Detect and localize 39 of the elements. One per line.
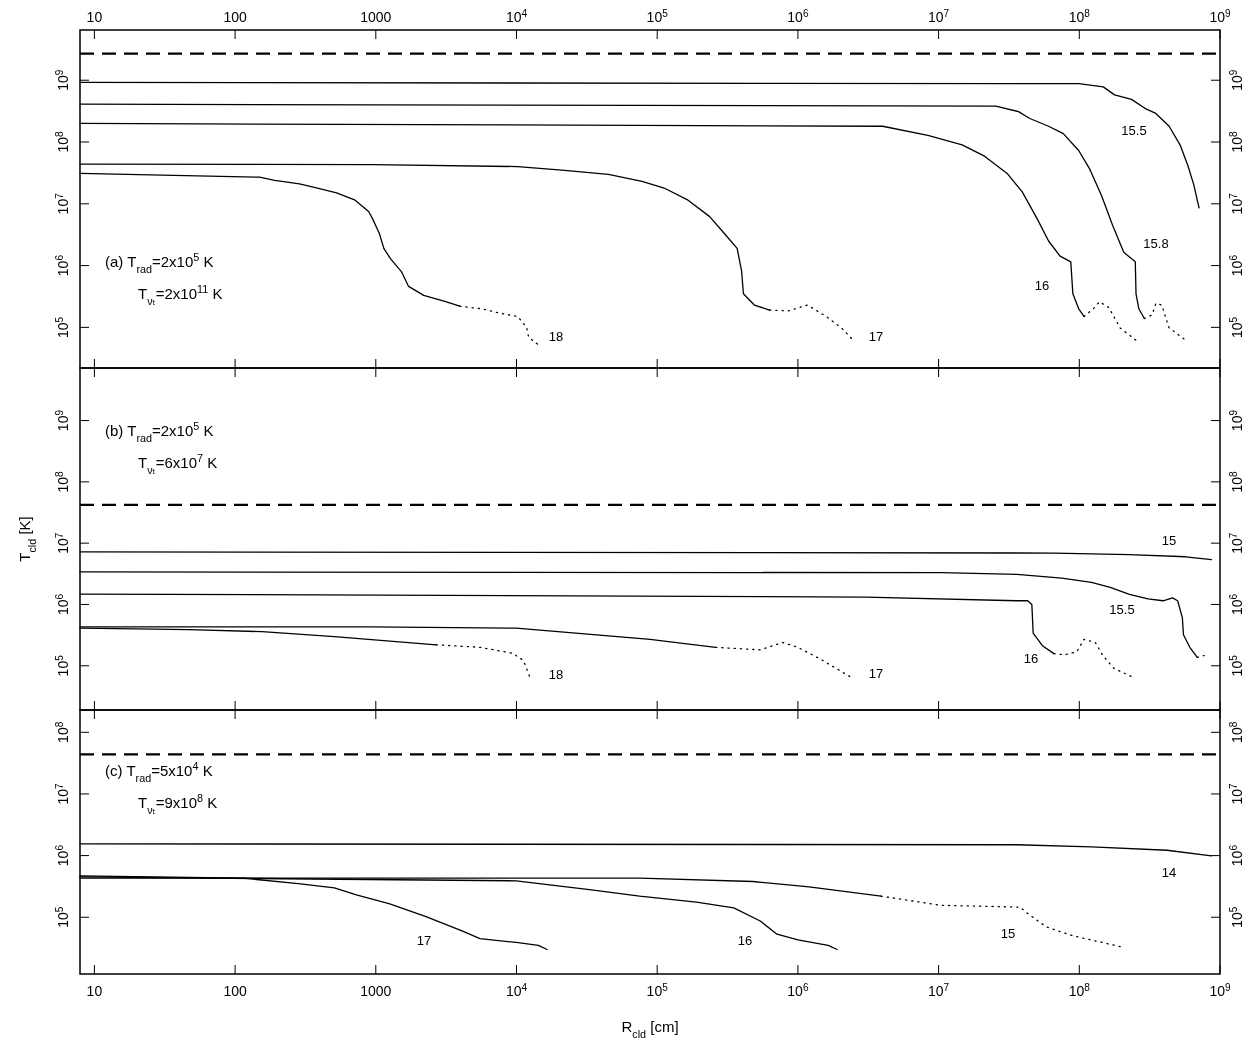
x-tick-label: 10$^{6}$ [787, 981, 809, 999]
series-label: 16 [1023, 651, 1039, 667]
series-label: 18 [548, 329, 564, 345]
x-tick-label: 100 [223, 9, 247, 25]
annotation: T$_{νₜ}$=9x10$^{8}$ K [138, 792, 218, 816]
series-label: 15 [1000, 926, 1016, 942]
annotation: (b) T$_{rad}$=2x10$^{5}$ K [105, 420, 214, 445]
x-tick-label: 1000 [360, 9, 392, 25]
x-tick-label: 10$^{5}$ [646, 981, 669, 999]
x-tick-label: 10$^{6}$ [787, 7, 809, 25]
series-label: 17 [868, 666, 884, 682]
annotation: (a) T$_{rad}$=2x10$^{5}$ K [105, 250, 214, 275]
series-label: 18 [548, 667, 564, 683]
x-tick-label: 100 [223, 983, 247, 999]
x-tick-label: 10$^{8}$ [1068, 981, 1091, 999]
x-tick-label: 1000 [360, 983, 392, 999]
x-tick-label: 10$^{9}$ [1209, 981, 1231, 999]
annotation: T$_{νₜ}$=2x10$^{11}$ K [138, 282, 223, 307]
series-label: 15.8 [1143, 236, 1169, 252]
x-tick-label: 10$^{4}$ [505, 981, 528, 999]
x-tick-label: 10$^{8}$ [1068, 7, 1091, 25]
series-label: 15.5 [1109, 602, 1135, 618]
x-tick-label: 10$^{7}$ [928, 981, 950, 999]
series-label: 15.5 [1121, 123, 1147, 139]
x-tick-label: 10$^{5}$ [646, 7, 669, 25]
x-tick-label: 10$^{7}$ [928, 7, 950, 25]
x-tick-label: 10 [86, 9, 103, 25]
series-label: 17 [416, 933, 432, 949]
series-label: 16 [1034, 278, 1050, 294]
series-label: 17 [868, 329, 884, 345]
annotation: T$_{νₜ}$=6x10$^{7}$ K [138, 452, 218, 477]
series-label: 16 [737, 933, 753, 949]
annotation: (c) T$_{rad}$=5x10$^{4}$ K [105, 760, 213, 784]
x-tick-label: 10 [86, 983, 103, 999]
series-label: 15 [1161, 533, 1177, 549]
x-tick-label: 10$^{9}$ [1209, 7, 1231, 25]
x-axis-title: R$_{cld}$ [cm] [621, 1018, 679, 1040]
x-tick-label: 10$^{4}$ [505, 7, 528, 25]
series-label: 14 [1161, 865, 1177, 881]
